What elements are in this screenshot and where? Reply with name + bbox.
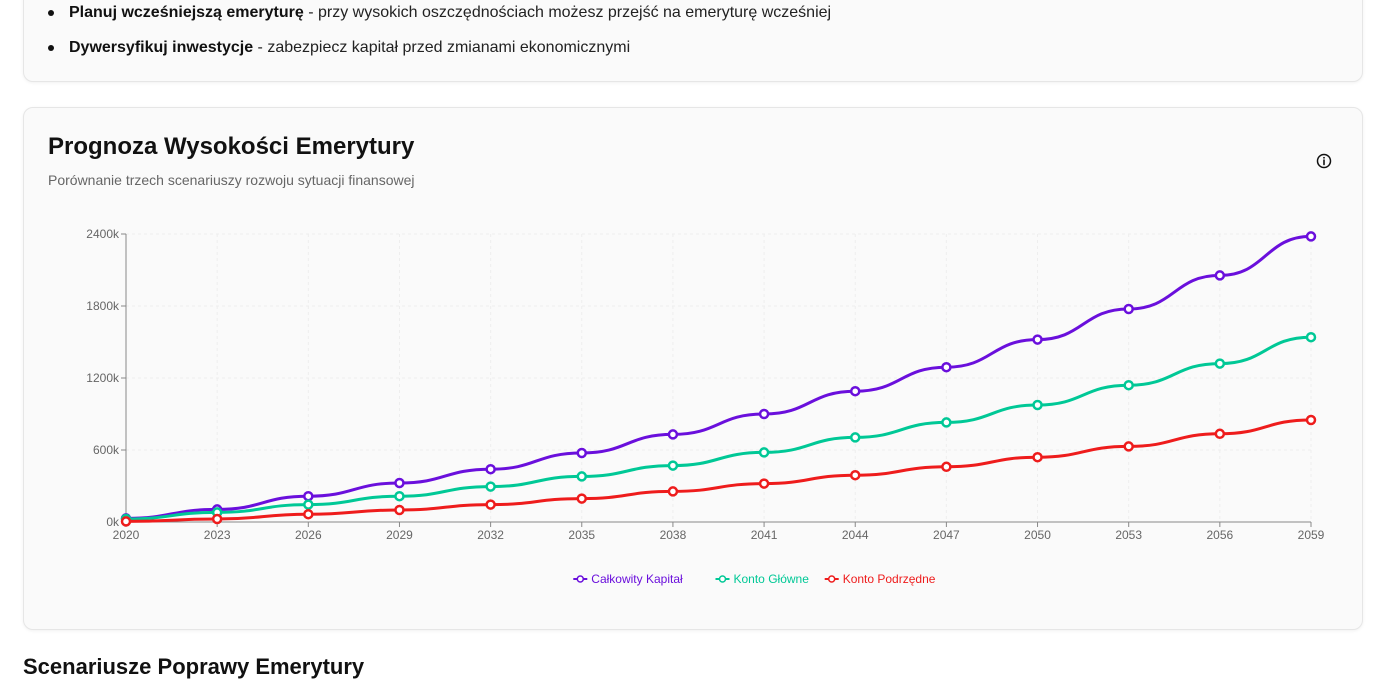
- tip-title: Planuj wcześniejszą emeryturę: [69, 4, 304, 21]
- info-icon[interactable]: [1316, 153, 1332, 169]
- legend-label: Konto Podrzędne: [843, 572, 936, 586]
- data-point: [941, 417, 952, 428]
- x-tick-label: 2056: [1206, 528, 1233, 542]
- data-point: [1214, 358, 1226, 369]
- data-point: [849, 385, 861, 397]
- y-tick-label: 0k: [106, 515, 120, 529]
- data-point: [1032, 451, 1043, 463]
- data-point: [758, 447, 770, 458]
- data-point: [941, 461, 952, 473]
- y-tick-label: 1200k: [86, 371, 120, 385]
- legend-marker: [718, 575, 727, 583]
- data-point: [485, 481, 496, 492]
- y-tick-label: 2400k: [86, 227, 120, 241]
- x-tick-label: 2035: [568, 528, 595, 542]
- tip-item: Dywersyfikuj inwestycje - zabezpiecz kap…: [48, 38, 630, 58]
- legend-marker: [576, 575, 585, 583]
- data-point: [667, 486, 679, 497]
- legend-label: Całkowity Kapitał: [591, 572, 683, 586]
- x-tick-label: 2059: [1298, 528, 1325, 542]
- legend-label: Konto Główne: [734, 572, 810, 586]
- data-point: [1214, 428, 1226, 440]
- data-point: [1305, 414, 1317, 426]
- data-point: [1123, 379, 1134, 391]
- series-line: [125, 234, 1312, 520]
- data-point: [758, 478, 770, 489]
- series-line: [125, 335, 1312, 521]
- x-tick-label: 2038: [660, 528, 687, 542]
- data-point: [211, 513, 223, 525]
- y-tick-label: 600k: [93, 443, 120, 457]
- y-tick-label: 1800k: [86, 299, 120, 313]
- x-tick-label: 2026: [295, 528, 322, 542]
- x-tick-label: 2032: [477, 528, 504, 542]
- chart-card: Prognoza Wysokości Emerytury Porównanie …: [23, 107, 1363, 630]
- data-point: [394, 477, 405, 489]
- chart-title: Prognoza Wysokości Emerytury: [48, 133, 415, 160]
- data-point: [758, 408, 770, 420]
- tip-title: Dywersyfikuj inwestycje: [69, 39, 254, 56]
- data-point: [485, 463, 496, 475]
- x-tick-label: 2023: [204, 528, 231, 542]
- x-tick-label: 2050: [1024, 528, 1051, 542]
- x-tick-label: 2020: [113, 528, 140, 542]
- data-point: [1123, 303, 1134, 315]
- data-point: [576, 447, 588, 459]
- tip-description: - przy wysokich oszczędnościach możesz p…: [303, 4, 832, 21]
- data-point: [303, 508, 314, 520]
- data-point: [120, 516, 132, 527]
- data-point: [849, 469, 861, 481]
- data-point: [667, 429, 679, 440]
- x-tick-label: 2047: [933, 528, 960, 542]
- data-point: [1032, 334, 1043, 345]
- bullet-icon: [48, 10, 54, 16]
- data-point: [1123, 441, 1134, 452]
- data-point: [667, 460, 679, 471]
- x-tick-label: 2029: [386, 528, 413, 542]
- x-tick-label: 2053: [1115, 528, 1142, 542]
- data-point: [1032, 399, 1043, 411]
- data-point: [1214, 270, 1226, 281]
- data-point: [941, 361, 952, 373]
- data-point: [303, 490, 314, 502]
- data-point: [1305, 331, 1317, 343]
- data-point: [576, 471, 588, 482]
- data-point: [576, 493, 588, 504]
- data-point: [303, 499, 314, 510]
- tip-description: - zabezpiecz kapitał przed zmianami ekon…: [253, 39, 631, 56]
- bullet-icon: [48, 45, 54, 51]
- x-tick-label: 2041: [751, 528, 778, 542]
- data-point: [394, 490, 405, 502]
- data-point: [849, 432, 861, 443]
- data-point: [394, 504, 405, 516]
- section-heading: Scenariusze Poprawy Emerytury: [23, 654, 365, 679]
- x-tick-label: 2044: [842, 528, 869, 542]
- tips-card: Planuj wcześniejszą emeryturę - przy wys…: [23, 0, 1363, 82]
- chart-subtitle: Porównanie trzech scenariuszy rozwoju sy…: [48, 172, 415, 188]
- legend-marker: [827, 575, 836, 583]
- data-point: [1305, 231, 1317, 242]
- pension-forecast-chart: 0k 600k 1200k 1800k 2400k 2020 2023 2026 2029 203…: [86, 227, 1325, 586]
- tip-item: Planuj wcześniejszą emeryturę - przy wys…: [48, 3, 831, 23]
- data-point: [485, 499, 496, 510]
